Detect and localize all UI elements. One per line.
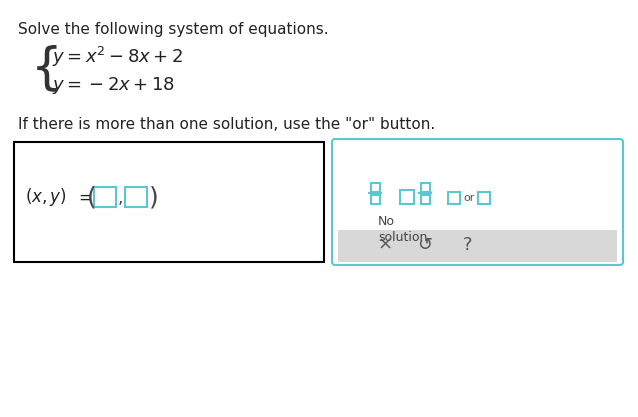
Text: If there is more than one solution, use the "or" button.: If there is more than one solution, use … — [18, 117, 435, 132]
Text: ): ) — [149, 185, 159, 209]
Text: or: or — [463, 193, 475, 203]
FancyBboxPatch shape — [94, 187, 116, 207]
Text: Solve the following system of equations.: Solve the following system of equations. — [18, 22, 329, 37]
Text: (: ( — [87, 185, 97, 209]
Text: ×: × — [378, 236, 392, 254]
Text: ?: ? — [463, 236, 473, 254]
Text: $\{$: $\{$ — [30, 44, 57, 94]
Text: ,: , — [118, 189, 123, 207]
Text: $=$: $=$ — [75, 188, 93, 206]
FancyBboxPatch shape — [338, 230, 617, 262]
FancyBboxPatch shape — [14, 142, 324, 262]
FancyBboxPatch shape — [332, 139, 623, 265]
Text: $y = -2x + 18$: $y = -2x + 18$ — [52, 75, 175, 95]
FancyBboxPatch shape — [125, 187, 147, 207]
Text: $(x, y)$: $(x, y)$ — [25, 186, 67, 208]
Text: ↺: ↺ — [417, 236, 433, 254]
Text: $y = x^2 - 8x + 2$: $y = x^2 - 8x + 2$ — [52, 45, 183, 69]
Text: No
solution: No solution — [378, 215, 427, 244]
